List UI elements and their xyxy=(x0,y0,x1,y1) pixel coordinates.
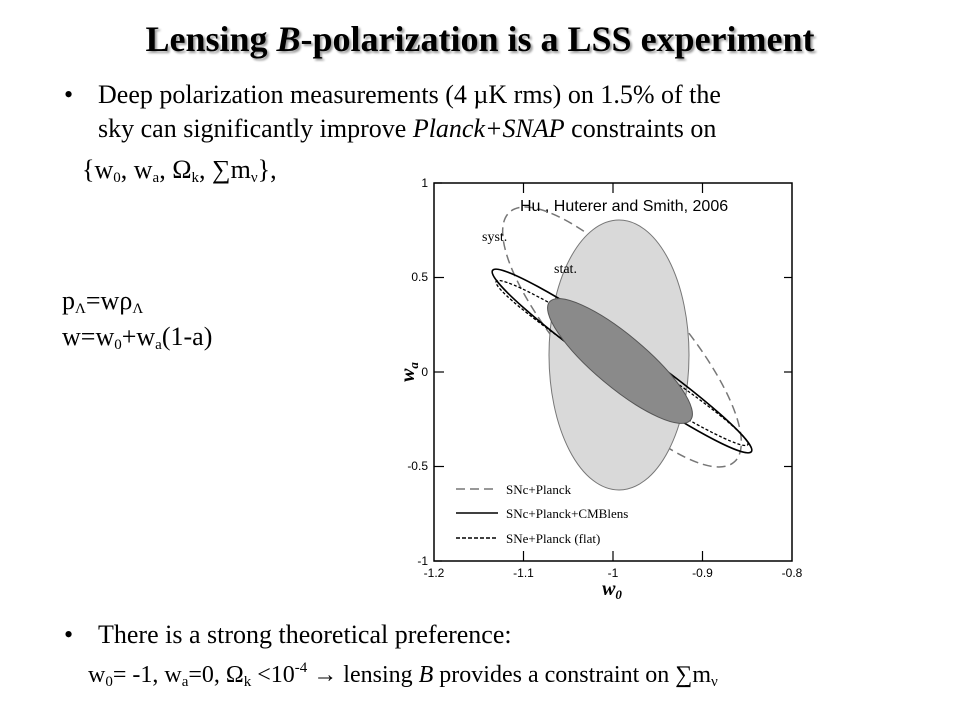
legend-label: SNc+Planck xyxy=(506,482,572,497)
legend-label: SNe+Planck (flat) xyxy=(506,531,600,546)
syst-label: syst. xyxy=(482,230,507,245)
stat-label: stat. xyxy=(554,262,577,277)
constraint-plot: syst. stat. 1 0.5 0 -0.5 -1 -1.2 -1.1 -1… xyxy=(397,176,803,602)
y-tick-label: -1 xyxy=(417,554,428,568)
slide-title: Lensing B-polarization is a LSS experime… xyxy=(145,19,815,59)
x-tick-marks xyxy=(522,183,704,561)
y-axis-title: wa xyxy=(398,362,421,382)
equation-state: pΛ=wρΛ xyxy=(62,286,144,317)
overlap-region xyxy=(547,298,693,424)
x-tick-label: -1 xyxy=(608,566,619,580)
x-tick-label: -0.9 xyxy=(692,566,713,580)
equation-w: w=w0+wa(1-a) xyxy=(62,322,213,353)
figure-credit: Hu , Huterer and Smith, 2006 xyxy=(520,198,729,215)
y-tick-label: 0 xyxy=(421,365,428,379)
bullet-dot: • xyxy=(64,620,74,649)
bullet1-line1: Deep polarization measurements (4 µK rms… xyxy=(98,80,721,109)
bullet2-text: There is a strong theoretical preference… xyxy=(98,620,512,649)
x-tick-labels: -1.2 -1.1 -1 -0.9 -0.8 xyxy=(424,566,803,580)
y-tick-label: 0.5 xyxy=(411,270,428,284)
constraint-figure: syst. stat. 1 0.5 0 -0.5 -1 -1.2 -1.1 -1… xyxy=(397,165,816,602)
bottom-statement: w0= -1, wa=0, Ωk <10-4 → lensing B provi… xyxy=(88,660,718,690)
bullet1-line2: sky can significantly improve Planck+SNA… xyxy=(98,114,717,143)
x-tick-label: -0.8 xyxy=(782,566,803,580)
y-tick-label: 1 xyxy=(421,176,428,190)
x-tick-label: -1.2 xyxy=(424,566,445,580)
legend: SNc+Planck SNc+Planck+CMBlens SNe+Planck… xyxy=(456,482,628,546)
bullet-dot: • xyxy=(64,80,74,109)
y-tick-label: -0.5 xyxy=(407,459,428,473)
x-tick-label: -1.1 xyxy=(513,566,534,580)
legend-label: SNc+Planck+CMBlens xyxy=(506,506,628,521)
parameter-set: {w0, wa, Ωk, ∑mν}, xyxy=(82,155,277,186)
y-tick-marks xyxy=(434,182,792,562)
y-tick-labels: 1 0.5 0 -0.5 -1 xyxy=(407,176,428,568)
x-axis-title: w0 xyxy=(602,578,622,600)
